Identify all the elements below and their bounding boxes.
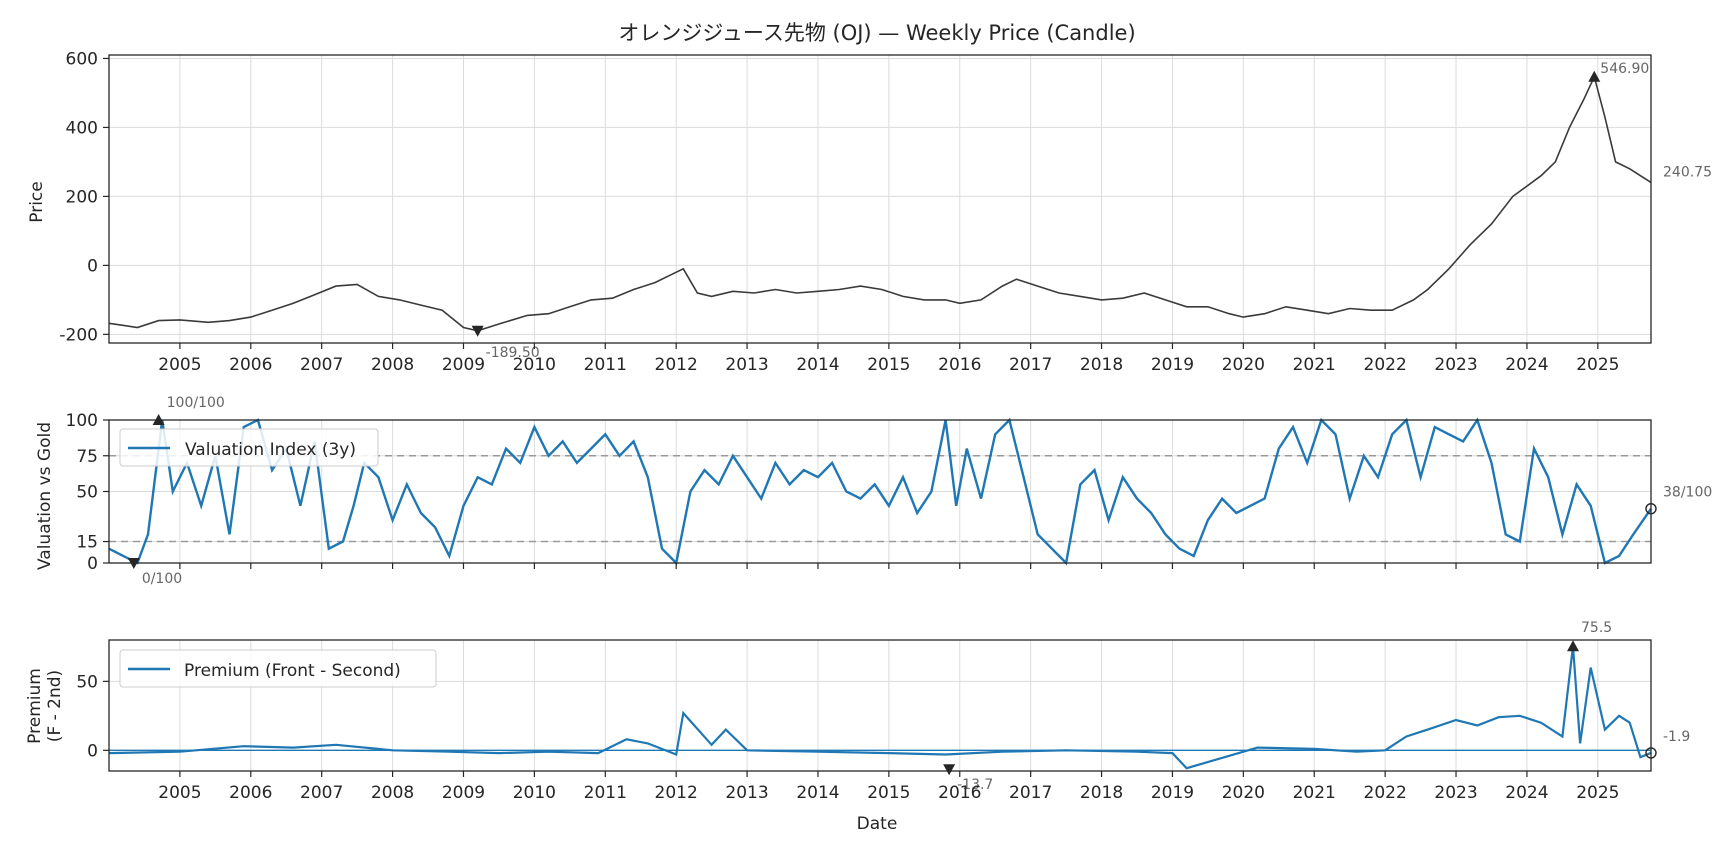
valuation-min-label: 0/100 (142, 571, 182, 587)
valuation-index-line (108, 417, 1652, 566)
valuation-ytick-label-0: 0 (87, 554, 98, 574)
premium-max-marker (1567, 640, 1580, 652)
price-min-marker (471, 325, 484, 337)
premium-xtick-label-2017: 2017 (1009, 783, 1052, 803)
premium-xtick-label-2007: 2007 (300, 783, 343, 803)
price-ytick-label-1: 0 (87, 256, 98, 276)
premium-xtick-label-2019: 2019 (1151, 783, 1194, 803)
price-ylabel: Price (27, 181, 47, 222)
price-xtick-label-2014: 2014 (796, 355, 839, 375)
price-xtick-label-2012: 2012 (655, 355, 698, 375)
premium-xtick-label-2025: 2025 (1576, 783, 1619, 803)
valuation-ylabel: Valuation vs Gold (35, 422, 55, 570)
valuation-last-label: 38/100 (1663, 485, 1712, 501)
premium-xtick-label-2014: 2014 (796, 783, 839, 803)
price-xtick-label-2023: 2023 (1434, 355, 1477, 375)
price-max-marker (1588, 70, 1601, 82)
premium-xtick-label-2015: 2015 (867, 783, 910, 803)
price-ytick-label-3: 400 (66, 118, 98, 138)
price-xtick-label-2009: 2009 (442, 355, 485, 375)
price-xtick-label-2024: 2024 (1505, 355, 1548, 375)
premium-ytick-label-1: 50 (76, 672, 98, 692)
valuation-max-label: 100/100 (167, 395, 225, 411)
premium-xtick-label-2013: 2013 (725, 783, 768, 803)
premium-xtick-label-2022: 2022 (1364, 783, 1407, 803)
price-xtick-label-2005: 2005 (158, 355, 201, 375)
premium-xtick-label-2010: 2010 (513, 783, 556, 803)
price-ytick-label-2: 200 (66, 187, 98, 207)
premium-xtick-label-2016: 2016 (938, 783, 981, 803)
valuation-legend-box (119, 428, 379, 467)
price-xtick-label-2011: 2011 (584, 355, 627, 375)
premium-panel: 75.5 -13.7 -1.9 2005 2006 2007 2008 2009 2010 20… (25, 620, 1690, 834)
price-xtick-label-2019: 2019 (1151, 355, 1194, 375)
premium-xtick-label-2021: 2021 (1293, 783, 1336, 803)
x-axis-label: Date (857, 814, 898, 834)
price-max-label: 546.90 (1600, 61, 1649, 77)
premium-legend: Premium (Front - Second) (119, 649, 437, 688)
price-last-label: 240.75 (1663, 164, 1712, 180)
premium-min-label: -13.7 (957, 777, 993, 793)
price-xtick-label-2006: 2006 (229, 355, 272, 375)
premium-line (108, 646, 1652, 770)
price-panel: 546.90 -189.50 240.75 2005 2006 2007 2008 2009… (27, 49, 1712, 375)
premium-xtick-label-2008: 2008 (371, 783, 414, 803)
price-line (108, 74, 1652, 332)
price-xtick-label-2017: 2017 (1009, 355, 1052, 375)
premium-axes-frame (108, 639, 1652, 772)
chart-title: オレンジジュース先物 (OJ) — Weekly Price (Candle) (618, 21, 1135, 45)
premium-xtick-label-2009: 2009 (442, 783, 485, 803)
premium-xtick-label-2005: 2005 (158, 783, 201, 803)
premium-ytick-label-0: 0 (87, 741, 98, 761)
price-xtick-label-2015: 2015 (867, 355, 910, 375)
premium-xtick-label-2024: 2024 (1505, 783, 1548, 803)
premium-xtick-label-2012: 2012 (655, 783, 698, 803)
price-xtick-label-2025: 2025 (1576, 355, 1619, 375)
valuation-ytick-label-4: 100 (66, 411, 98, 431)
premium-legend-box (119, 649, 437, 688)
price-xtick-label-2020: 2020 (1222, 355, 1265, 375)
premium-ylabel-line-2: (F - 2nd) (45, 670, 65, 742)
valuation-legend-label: Valuation Index (3y) (185, 440, 356, 460)
premium-xtick-label-2023: 2023 (1434, 783, 1477, 803)
valuation-ytick-label-3: 75 (76, 447, 98, 467)
valuation-ytick-label-2: 50 (76, 483, 98, 503)
premium-last-label: -1.9 (1663, 729, 1690, 745)
price-xtick-label-2010: 2010 (513, 355, 556, 375)
premium-xtick-label-2011: 2011 (584, 783, 627, 803)
premium-xtick-label-2018: 2018 (1080, 783, 1123, 803)
valuation-panel: 100/100 0/100 38/100 015 50 75 100 Valuation … (35, 395, 1712, 587)
premium-legend-label: Premium (Front - Second) (184, 661, 401, 681)
price-xtick-label-2013: 2013 (725, 355, 768, 375)
price-axes-frame (108, 54, 1652, 344)
valuation-legend: Valuation Index (3y) (119, 428, 379, 467)
premium-xtick-label-2006: 2006 (229, 783, 272, 803)
price-min-label: -189.50 (486, 345, 540, 361)
price-ytick-label-0: -200 (59, 325, 98, 345)
price-xtick-label-2018: 2018 (1080, 355, 1123, 375)
premium-min-marker (943, 764, 956, 776)
valuation-ytick-label-1: 15 (76, 533, 98, 553)
price-xtick-label-2007: 2007 (300, 355, 343, 375)
price-xtick-label-2021: 2021 (1293, 355, 1336, 375)
premium-max-label: 75.5 (1581, 620, 1612, 636)
price-xtick-label-2008: 2008 (371, 355, 414, 375)
price-xtick-label-2016: 2016 (938, 355, 981, 375)
premium-xtick-label-2020: 2020 (1222, 783, 1265, 803)
price-xtick-label-2022: 2022 (1364, 355, 1407, 375)
price-ytick-label-4: 600 (66, 49, 98, 69)
premium-ylabel-line-1: Premium (25, 668, 45, 744)
